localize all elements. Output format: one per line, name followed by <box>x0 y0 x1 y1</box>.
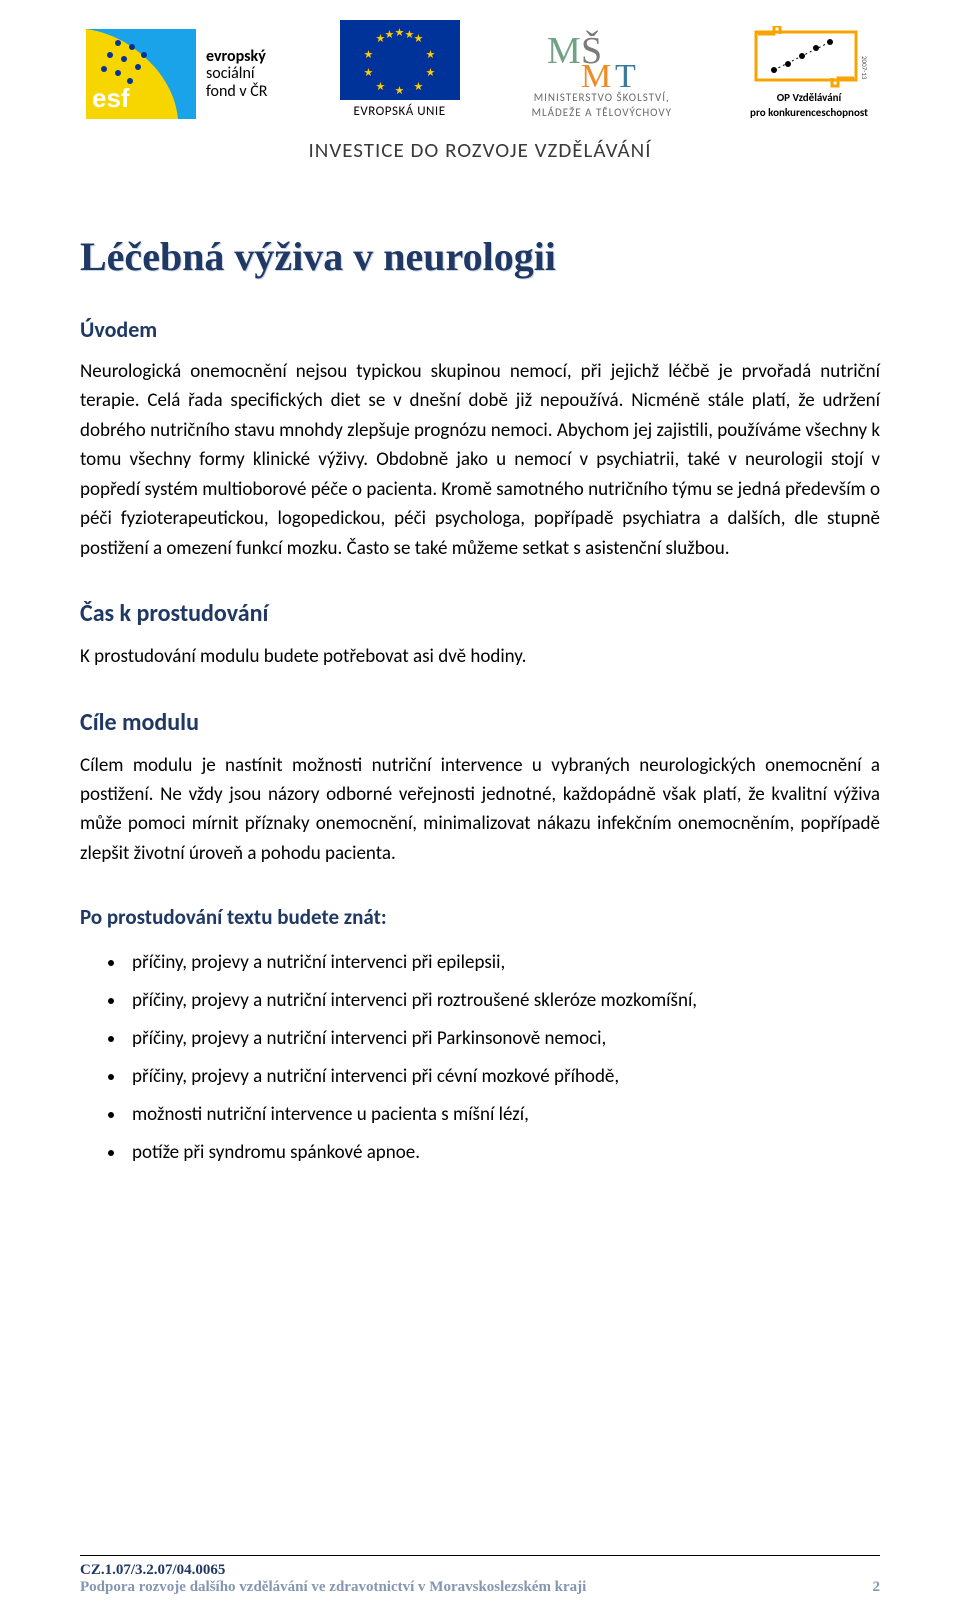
esf-logo: esf evropský sociální fond v ČR <box>86 29 267 119</box>
opvk-icon: 2007-13 <box>744 26 874 90</box>
header-tagline: INVESTICE DO ROZVOJE VZDĚLÁVÁNÍ <box>80 137 880 163</box>
list-item: příčiny, projevy a nutriční intervenci p… <box>126 982 880 1020</box>
heading-cile: Cíle modulu <box>80 708 880 737</box>
page-title: Léčebná výživa v neurologii <box>80 233 880 280</box>
esf-text: evropský sociální fond v ČR <box>206 48 267 101</box>
opvk-line1: OP Vzdělávání <box>777 92 842 104</box>
esf-line2: sociální <box>206 65 267 83</box>
footer-code: CZ.1.07/3.2.07/04.0065 <box>80 1562 586 1579</box>
header-logos: esf evropský sociální fond v ČR ★ ★ ★ ★ … <box>80 20 880 119</box>
footer-page-number: 2 <box>873 1579 881 1596</box>
esf-line3: fond v ČR <box>206 83 267 101</box>
opvk-line2: pro konkurenceschopnost <box>750 106 868 119</box>
msmt-icon: M Š M T <box>547 29 657 89</box>
text-cas: K prostudování modulu budete potřebovat … <box>80 642 880 671</box>
heading-cas: Čas k prostudování <box>80 599 880 628</box>
svg-text:M: M <box>547 30 581 72</box>
list-item: potíže při syndromu spánkové apnoe. <box>126 1134 880 1172</box>
list-item: příčiny, projevy a nutriční intervenci p… <box>126 1020 880 1058</box>
list-znat: příčiny, projevy a nutriční intervenci p… <box>80 944 880 1172</box>
list-item: příčiny, projevy a nutriční intervenci p… <box>126 1058 880 1096</box>
svg-text:M: M <box>581 58 611 89</box>
list-item: příčiny, projevy a nutriční intervenci p… <box>126 944 880 982</box>
heading-uvodem: Úvodem <box>80 316 880 343</box>
eu-flag-icon: ★ ★ ★ ★ ★ ★ ★ ★ ★ ★ ★ ★ <box>340 20 460 100</box>
eu-label: EVROPSKÁ UNIE <box>354 104 446 119</box>
text-cile: Cílem modulu je nastínit možnosti nutrič… <box>80 751 880 869</box>
svg-text:T: T <box>615 58 636 89</box>
msmt-logo: M Š M T MINISTERSTVO ŠKOLSTVÍ, MLÁDEŽE A… <box>532 29 672 119</box>
text-uvodem: Neurologická onemocnění nejsou typickou … <box>80 357 880 563</box>
list-item: možnosti nutriční intervence u pacienta … <box>126 1096 880 1134</box>
eu-logo: ★ ★ ★ ★ ★ ★ ★ ★ ★ ★ ★ ★ EVROPSKÁ UNIE <box>340 20 460 119</box>
footer-left: CZ.1.07/3.2.07/04.0065 Podpora rozvoje d… <box>80 1562 586 1596</box>
opvk-logo: 2007-13 OP Vzdělávání pro konkurencescho… <box>744 26 874 119</box>
svg-text:esf: esf <box>92 83 130 113</box>
svg-text:2007-13: 2007-13 <box>860 56 869 80</box>
msmt-line1: MINISTERSTVO ŠKOLSTVÍ, <box>534 91 670 104</box>
msmt-line2: MLÁDEŽE A TĚLOVÝCHOVY <box>532 106 672 119</box>
page-footer: CZ.1.07/3.2.07/04.0065 Podpora rozvoje d… <box>80 1555 880 1596</box>
footer-rule <box>80 1555 880 1556</box>
document-page: esf evropský sociální fond v ČR ★ ★ ★ ★ … <box>0 0 960 1622</box>
esf-line1: evropský <box>206 48 267 66</box>
esf-icon: esf <box>86 29 196 119</box>
footer-project: Podpora rozvoje dalšího vzdělávání ve zd… <box>80 1579 586 1596</box>
heading-znat: Po prostudování textu budete znát: <box>80 904 880 930</box>
